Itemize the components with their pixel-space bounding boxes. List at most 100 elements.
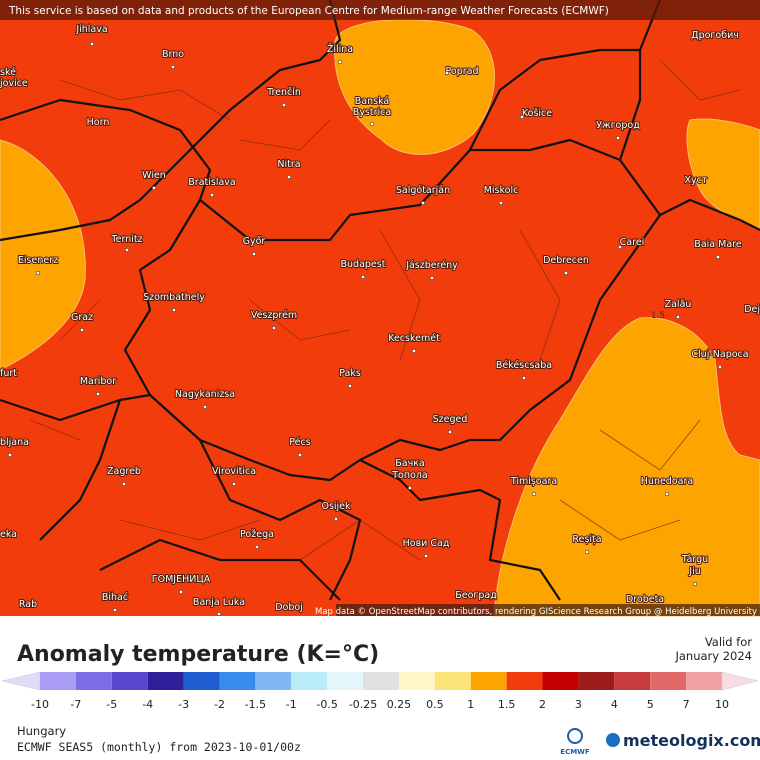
city-label: Топола	[391, 470, 428, 481]
city-dot	[522, 376, 526, 380]
valid-label: Valid for	[705, 635, 752, 649]
legend-swatch	[111, 672, 148, 690]
city-dot	[172, 308, 176, 312]
city-label: Bystrica	[353, 107, 391, 118]
city-label: Timișoara	[510, 476, 557, 487]
legend: -10 -7 -5 -4 -3 -2 -1.5 -1 -0.5 -0.25 0.25 0.5 1 1.5 2…	[1, 671, 759, 711]
city-dot	[618, 245, 622, 249]
city-labels: Jihlava Brno Žilina Poprad Дрогобич skéjovice…	[0, 23, 760, 616]
city-dot	[80, 328, 84, 332]
city-label: Zagreb	[107, 466, 141, 477]
city-dot	[564, 271, 568, 275]
city-dot	[665, 492, 669, 496]
city-label: Debrecen	[543, 255, 589, 266]
city-label: Wien	[142, 170, 166, 181]
city-label: Osijek	[321, 501, 351, 512]
model-info: ECMWF SEAS5 (monthly) from 2023-10-01/00…	[17, 740, 301, 754]
city-label: Virovitica	[212, 466, 256, 477]
city-label: Rab	[19, 599, 37, 610]
city-dot	[113, 608, 117, 612]
anomaly-area	[0, 139, 86, 371]
city-dot	[90, 42, 94, 46]
city-dot	[232, 482, 236, 486]
city-dot	[421, 201, 425, 205]
city-dot	[348, 384, 352, 388]
legend-tick: 0.25	[387, 698, 412, 711]
city-label: Szombathely	[143, 292, 205, 303]
city-dot	[122, 482, 126, 486]
attribution: Map data © OpenStreetMap contributors, r…	[315, 607, 757, 617]
city-label: Eisenerz	[18, 255, 58, 266]
city-label: Ужгород	[596, 120, 640, 131]
city-label: Ternitz	[110, 234, 142, 245]
city-dot	[96, 392, 100, 396]
legend-tick: -10	[31, 698, 49, 711]
legend-tick: 4	[611, 698, 618, 711]
city-label: Szeged	[433, 414, 468, 425]
city-dot	[282, 103, 286, 107]
city-dot	[272, 326, 276, 330]
city-label: Kecskemét	[388, 333, 440, 344]
city-label: Хуст	[685, 175, 708, 186]
legend-swatch	[183, 672, 220, 690]
city-label: Miskolc	[484, 185, 519, 196]
city-label: Bratislava	[188, 177, 235, 188]
city-label: Graz	[71, 312, 93, 323]
legend-swatch	[506, 672, 543, 690]
city-label: Београд	[455, 590, 497, 601]
legend-swatch	[75, 672, 112, 690]
ecmwf-logo-icon	[567, 728, 583, 744]
city-label: Békéscsaba	[496, 360, 552, 371]
city-label: Нови Сад	[403, 538, 450, 549]
city-label: Požega	[240, 529, 274, 540]
city-label: Salgótarján	[396, 185, 450, 196]
legend-swatch	[255, 672, 292, 690]
notice-bar	[0, 0, 760, 20]
meteologix-icon	[606, 733, 620, 747]
legend-swatch	[470, 672, 507, 690]
legend-tick: 1.5	[498, 698, 516, 711]
legend-tick: 3	[575, 698, 582, 711]
city-label: Győr	[243, 236, 266, 247]
city-label: Jiu	[688, 566, 700, 577]
city-dot	[424, 554, 428, 558]
city-dot	[445, 71, 449, 75]
city-label: Baia Mare	[694, 239, 742, 250]
anomaly-area	[493, 317, 760, 617]
city-dot	[338, 60, 342, 64]
legend-swatch	[291, 672, 328, 690]
meteologix-logo: meteologix.com	[623, 731, 760, 750]
city-label: Drobeta	[626, 594, 664, 605]
city-dot	[36, 271, 40, 275]
city-label: Budapest	[341, 259, 386, 270]
legend-high-arrow	[721, 671, 759, 691]
legend-tick: -1	[286, 698, 297, 711]
city-label: Košice	[522, 108, 552, 119]
legend-swatch	[578, 672, 615, 690]
legend-tick: 1	[467, 698, 474, 711]
city-dot	[287, 175, 291, 179]
legend-low-arrow	[1, 671, 41, 691]
legend-swatch	[327, 672, 364, 690]
attribution-bar	[336, 604, 760, 616]
city-dot	[716, 255, 720, 259]
legend-tick: 7	[683, 698, 690, 711]
city-dot	[448, 430, 452, 434]
city-label: Nitra	[277, 159, 300, 170]
legend-tick: -2	[214, 698, 225, 711]
city-dot	[125, 248, 129, 252]
city-label: Дрогобич	[691, 30, 739, 41]
city-label: Bihać	[102, 592, 128, 603]
city-label: Jászberény	[405, 260, 458, 271]
city-dot	[171, 65, 175, 69]
city-dot	[179, 590, 183, 594]
legend-swatch	[363, 672, 399, 690]
city-label: ské	[0, 67, 16, 78]
city-label: Jihlava	[75, 24, 107, 35]
legend-tick: 2	[539, 698, 546, 711]
city-dot	[693, 582, 697, 586]
city-dot	[676, 315, 680, 319]
country-borders	[0, 0, 760, 601]
